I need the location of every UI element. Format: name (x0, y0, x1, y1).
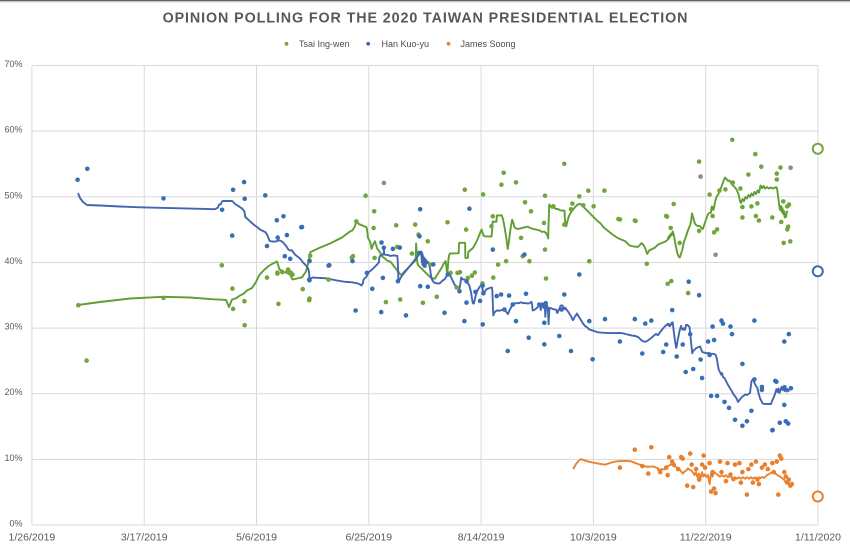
svg-text:5/6/2019: 5/6/2019 (236, 532, 277, 544)
svg-text:OPINION POLLING FOR THE 2020 T: OPINION POLLING FOR THE 2020 TAIWAN PRES… (163, 10, 689, 26)
svg-text:60%: 60% (4, 125, 22, 135)
svg-text:6/25/2019: 6/25/2019 (345, 532, 392, 544)
svg-text:11/22/2019: 11/22/2019 (680, 532, 732, 544)
svg-text:20%: 20% (4, 387, 22, 397)
svg-text:1/26/2019: 1/26/2019 (9, 532, 56, 544)
svg-text:3/17/2019: 3/17/2019 (121, 532, 168, 544)
svg-text:40%: 40% (4, 256, 22, 266)
svg-text:10%: 10% (4, 453, 22, 463)
svg-text:Han Kuo-yu: Han Kuo-yu (382, 39, 430, 49)
svg-text:70%: 70% (4, 59, 22, 69)
svg-text:8/14/2019: 8/14/2019 (458, 532, 505, 544)
svg-text:Tsai Ing-wen: Tsai Ing-wen (299, 39, 350, 49)
svg-text:50%: 50% (4, 190, 22, 200)
svg-text:1/11/2020: 1/11/2020 (795, 532, 841, 544)
svg-text:10/3/2019: 10/3/2019 (570, 532, 617, 544)
svg-text:James Soong: James Soong (461, 39, 516, 49)
svg-text:0%: 0% (9, 519, 22, 529)
svg-text:30%: 30% (4, 322, 22, 332)
